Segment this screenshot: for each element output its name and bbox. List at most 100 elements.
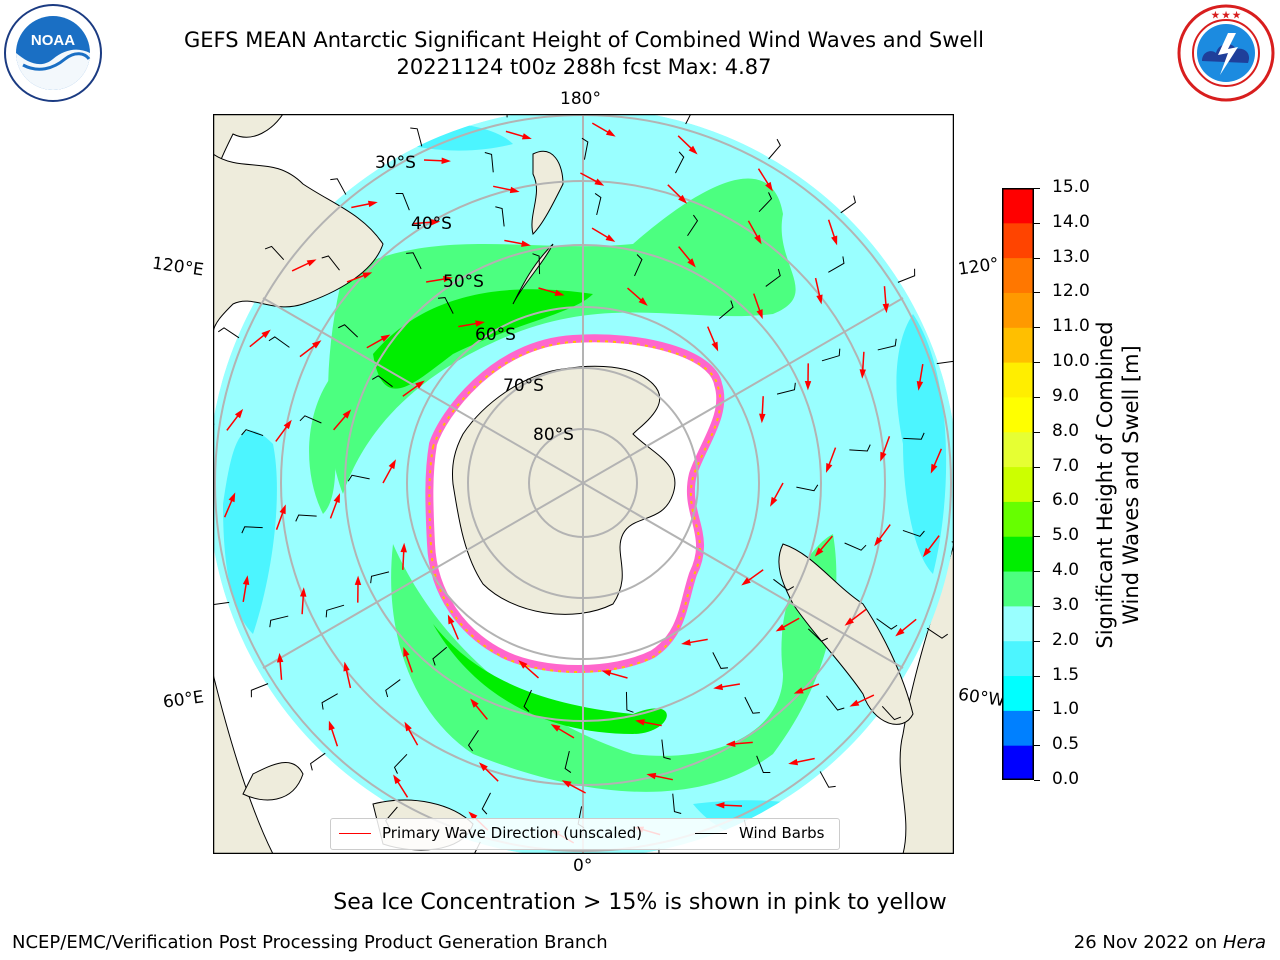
wave-direction-arrowhead [678,194,688,204]
colorbar-tick-mark [1034,327,1040,329]
wave-direction-arrow [330,726,339,747]
wave-direction-arrow [800,683,820,692]
sea-ice-note: Sea Ice Concentration > 15% is shown in … [333,890,947,915]
colorbar-tick-label: 2.0 [1052,629,1080,650]
wave-direction-arrowhead [804,381,812,391]
wave-direction-arrow [827,447,837,467]
wave-direction-arrowhead [276,652,284,663]
wave-direction-arrow [413,221,434,225]
wave-direction-arrow [591,122,610,134]
wave-direction-arrowhead [415,380,425,389]
date-stamp: 26 Nov 2022 on Hera [1074,932,1266,953]
wave-direction-arrow [404,653,413,673]
colorbar-bin [1002,710,1034,746]
wave-direction-arrowhead [765,181,773,192]
wind-barb [406,252,422,270]
wave-direction-arrowhead [594,178,605,186]
wave-band-3-4m [328,178,796,494]
wave-direction-arrow [538,287,558,295]
wave-direction-arrowhead [759,413,766,424]
wind-barb [768,138,781,160]
colorbar-tick-mark [1034,536,1040,538]
wind-barb-legend-label: Wind Barbs [739,824,825,842]
noaa-logo: NOAA [4,4,102,102]
wave-direction-arrow [753,293,762,313]
colorbar-tick-label: 6.0 [1052,490,1080,511]
colorbar-bin [1002,501,1034,537]
wind-barb [269,615,289,628]
wave-direction-arrow [382,465,394,484]
wind-barb [776,382,796,395]
wave-direction-arrow [667,184,683,200]
wave-direction-arrowhead [342,409,352,419]
polar-map: 30°S 40°S 50°S 60°S 70°S 80°S [212,113,955,855]
colorbar-bin [1002,257,1034,293]
wave-direction-arrowhead [711,341,719,352]
colorbar-tick-label: 7.0 [1052,455,1080,476]
wave-direction-arrow [249,333,266,348]
lat-label-30s: 30°S [375,153,416,173]
wave-direction-arrow [641,721,662,727]
wave-direction-arrowhead [826,463,833,473]
wave-direction-arrowhead [478,762,488,772]
wind-barb [250,683,269,698]
wind-barb [564,750,572,773]
wind-barb [218,327,240,339]
wave-direction-arrow [900,618,917,633]
wind-barb [532,253,541,275]
wind-barb [370,571,390,584]
colorbar-tick-label: 10.0 [1052,351,1090,372]
chart-title: GEFS MEAN Antarctic Significant Height o… [183,28,985,52]
wind-barb [897,268,916,283]
wave-direction-arrowhead [228,492,236,503]
wave-direction-arrow [747,220,759,239]
wave-direction-arrow [855,694,875,705]
wave-direction-arrowhead [468,811,478,821]
wave-direction-arrow [402,549,405,570]
colorbar-bin [1002,536,1034,572]
wave-direction-arrowhead [849,699,860,707]
wind-barb [299,415,322,424]
wave-direction-arrow [423,159,445,162]
wind-barb [338,324,359,338]
wave-direction-arrow [932,448,943,468]
wave-direction-arrowhead [754,234,762,245]
wind-barb [826,695,845,711]
wave-direction-arrow [402,383,420,397]
lon-label-120e: 120°E [150,253,205,281]
noaa-wordmark: NOAA [31,32,75,49]
colorbar-tick-mark [1034,605,1040,607]
wave-direction-arrowhead [601,670,612,677]
wave-direction-arrow [721,804,743,807]
colorbar-tick-label: 11.0 [1052,316,1090,337]
wind-barb [672,793,682,815]
wave-direction-arrowhead [688,145,698,155]
wave-direction-arrowhead [725,740,736,747]
wave-direction-arrowhead [816,294,823,305]
wave-direction-arrowhead [509,186,520,194]
wave-direction-arrowhead [605,234,616,242]
wave-direction-arrow [761,396,764,417]
wind-barb [881,705,902,721]
colorbar-tick-label: 0.5 [1052,734,1080,755]
wave-direction-arrowhead [521,133,532,140]
wind-barb [902,529,925,537]
wave-direction-arrow [226,413,240,431]
colorbar-tick-label: 12.0 [1052,281,1090,302]
wave-direction-arrowhead [447,614,455,625]
colorbar-bin [1002,362,1034,398]
wave-direction-arrowhead [916,380,924,391]
wind-barb-legend-swatch [695,833,727,834]
wind-barb [310,752,326,771]
wave-direction-arrowhead [775,624,786,632]
wave-direction-arrow [567,782,586,794]
wave-direction-arrowhead [299,587,307,597]
wind-barb [926,627,948,639]
wave-direction-arrowhead [814,547,824,557]
wave-direction-arrowhead [788,758,799,766]
lat-label-70s: 70°S [503,376,544,396]
wind-barb [495,206,505,227]
wave-direction-arrow [275,510,285,530]
wave-direction-legend-label: Primary Wave Direction (unscaled) [382,824,643,842]
date-text: 26 Nov 2022 on [1073,932,1223,953]
